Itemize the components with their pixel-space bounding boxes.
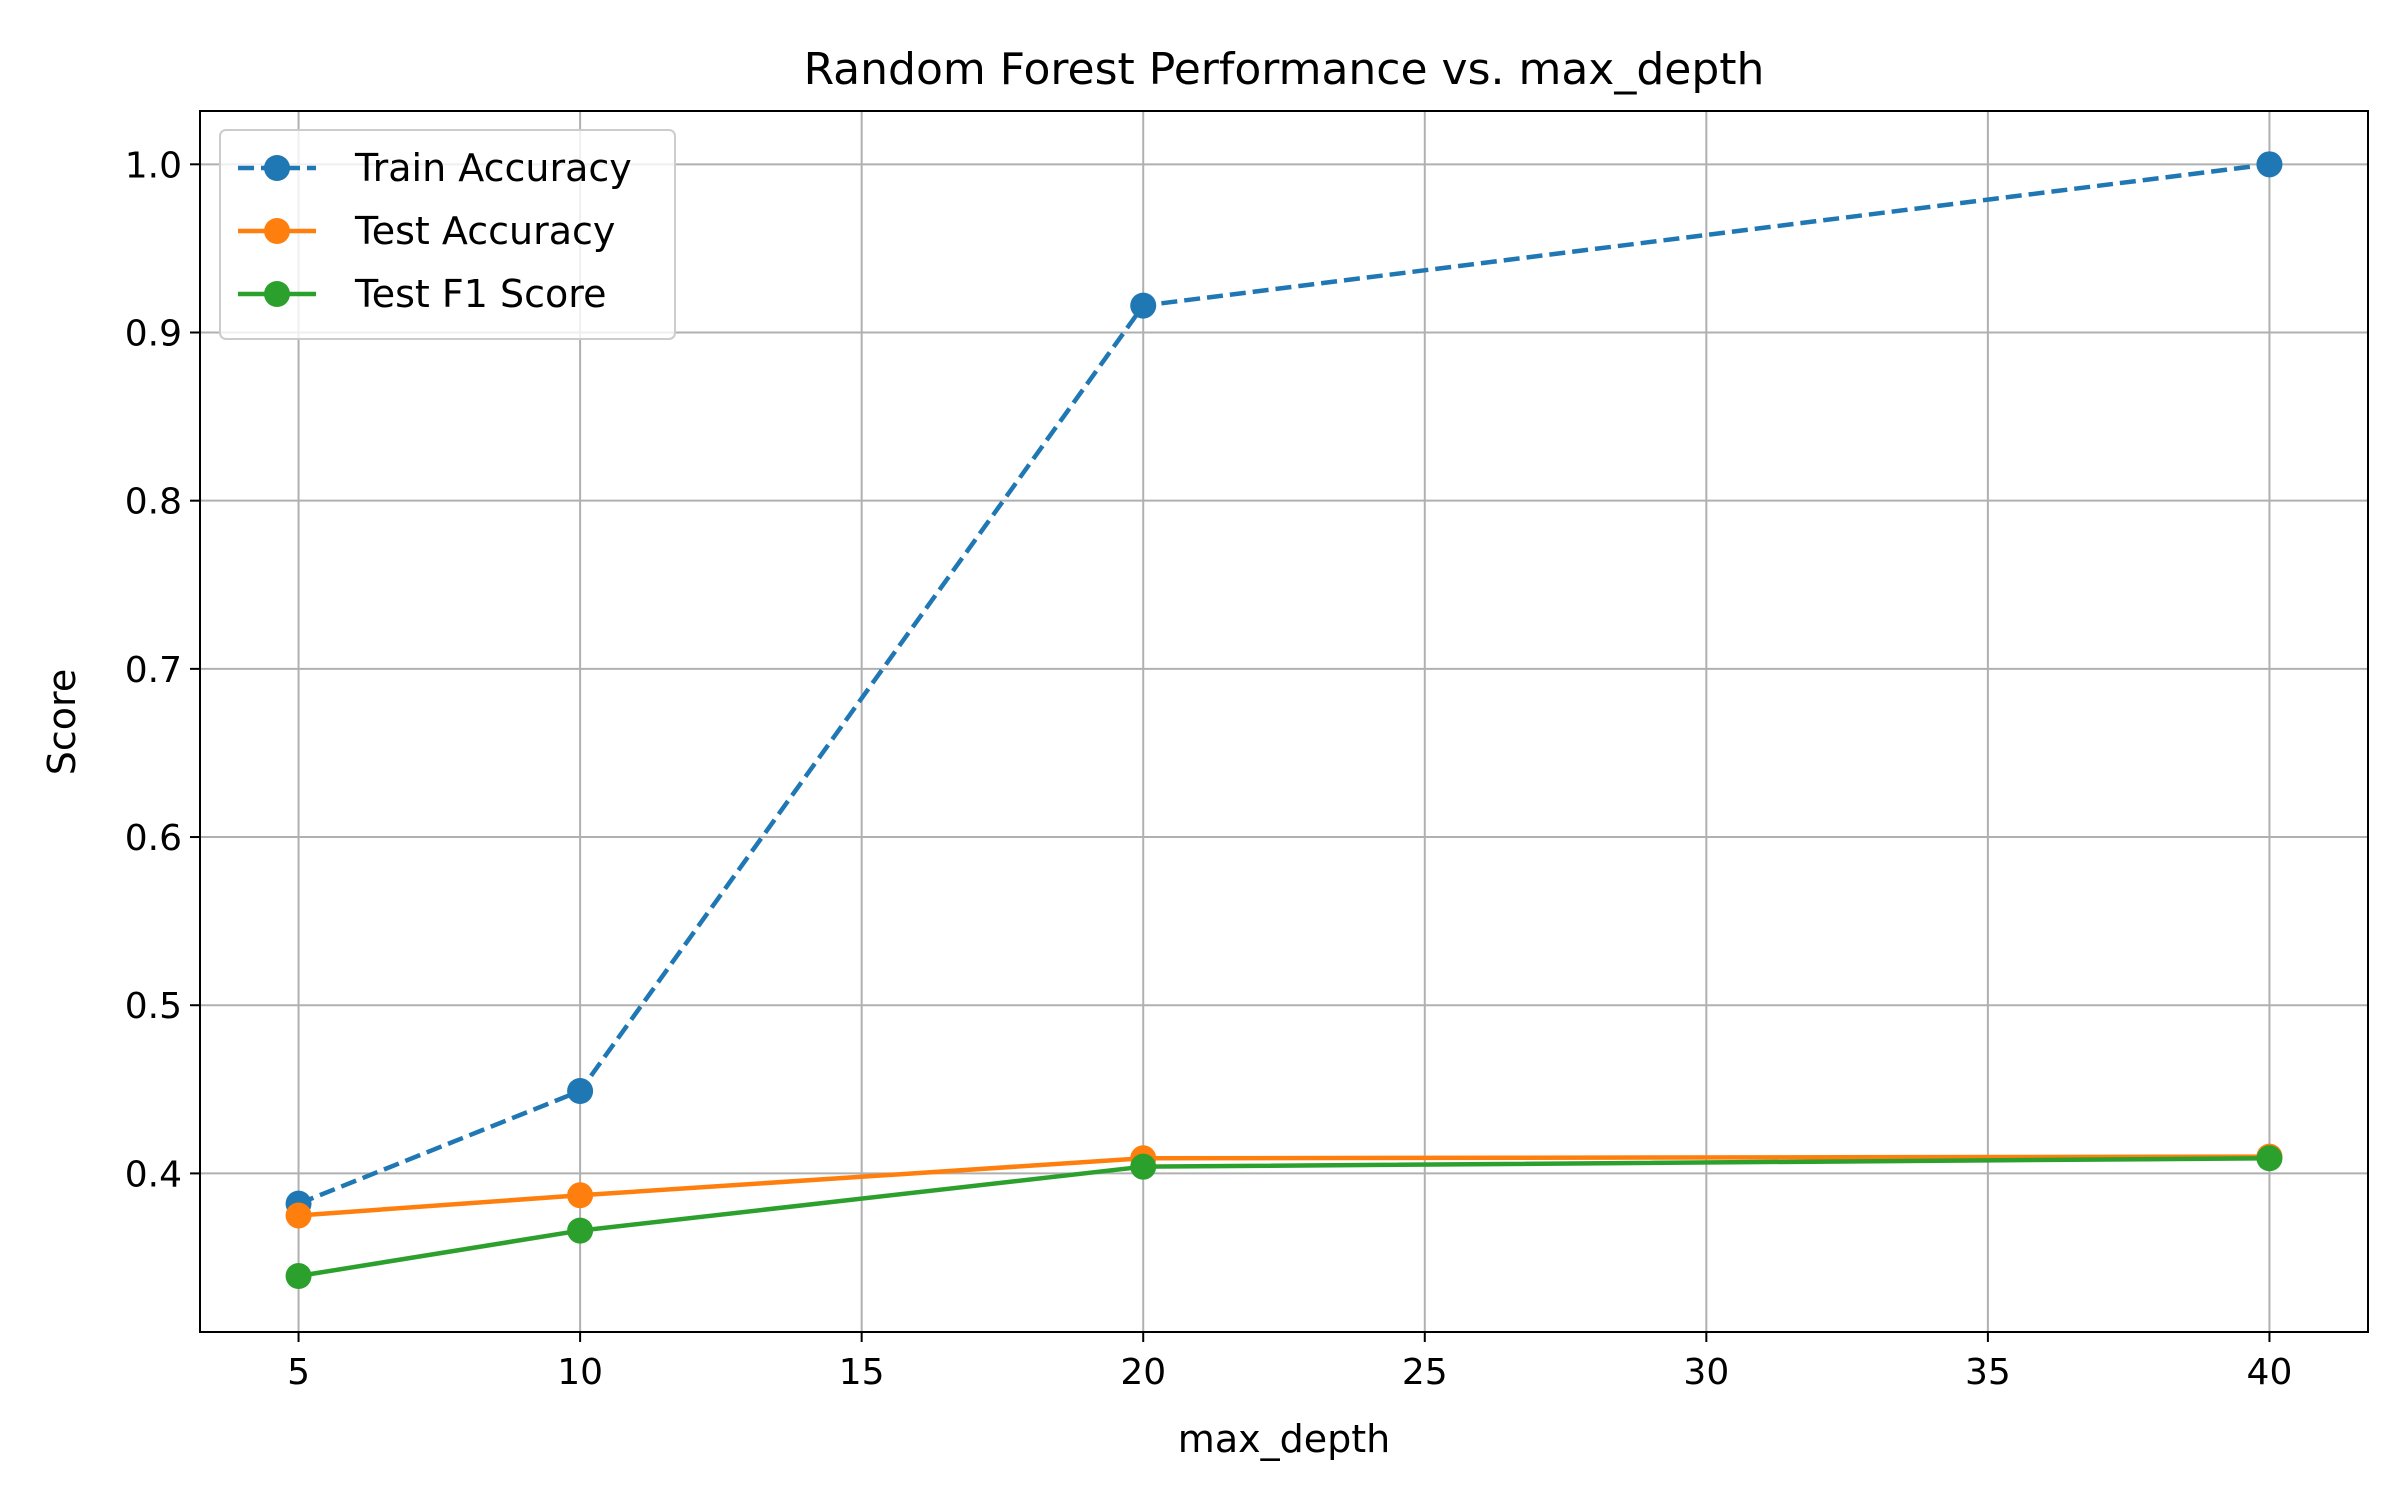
data-point-test-accuracy	[285, 1202, 312, 1229]
legend-label: Test Accuracy	[354, 209, 615, 253]
x-tick-label: 30	[1683, 1352, 1729, 1393]
x-tick-label: 40	[2247, 1352, 2293, 1393]
grid-lines	[200, 111, 2368, 1332]
series-line-train-accuracy	[297, 162, 2270, 1206]
legend-entry-test-accuracy: Test Accuracy	[238, 209, 615, 253]
x-tick-label: 35	[1965, 1352, 2011, 1393]
x-tick-label: 10	[557, 1352, 603, 1393]
plot-frame	[199, 110, 2369, 1333]
series-train-accuracy	[285, 151, 2283, 1217]
legend-label: Train Accuracy	[354, 146, 632, 190]
y-tick-label: 0.6	[125, 818, 182, 859]
axis-ticks: 5 10 15 20 25 30 35 40 0.4 0.5 0.6 0.7 0.8 0.9 1.0	[125, 145, 2293, 1393]
data-point-test-f1-score	[2256, 1145, 2283, 1172]
legend-entry-train-accuracy: Train Accuracy	[238, 146, 632, 190]
y-axis-label: Score	[40, 669, 84, 775]
series-test-f1-score	[285, 1145, 2283, 1289]
data-point-test-accuracy	[567, 1182, 594, 1209]
chart-title: Random Forest Performance vs. max_depth	[804, 44, 1765, 95]
legend: Train Accuracy Test Accuracy Test F1 Score	[219, 129, 676, 340]
data-point-test-f1-score	[567, 1217, 594, 1244]
data-point-test-f1-score	[1130, 1153, 1157, 1180]
legend-marker	[264, 218, 290, 244]
legend-marker	[264, 155, 290, 181]
data-point-train-accuracy	[567, 1077, 594, 1104]
x-axis-label: max_depth	[1178, 1417, 1390, 1461]
data-point-train-accuracy	[2256, 151, 2283, 178]
series-lines	[285, 151, 2283, 1289]
x-tick-label: 5	[287, 1352, 310, 1393]
legend-entry-test-f1-score: Test F1 Score	[238, 272, 606, 316]
legend-label: Test F1 Score	[354, 272, 606, 316]
legend-box	[219, 129, 676, 340]
y-tick-label: 0.8	[125, 482, 182, 523]
y-tick-label: 0.5	[125, 986, 182, 1027]
y-tick-label: 0.9	[125, 313, 182, 354]
series-line-test-f1-score	[298, 1156, 2270, 1279]
series-line-test-accuracy	[298, 1154, 2270, 1218]
y-tick-label: 0.7	[125, 650, 182, 691]
x-tick-label: 20	[1120, 1352, 1166, 1393]
y-tick-label: 0.4	[125, 1154, 182, 1195]
legend-marker	[264, 281, 290, 307]
x-tick-label: 25	[1402, 1352, 1448, 1393]
y-tick-label: 1.0	[125, 145, 182, 186]
data-point-train-accuracy	[1130, 292, 1157, 319]
x-tick-label: 15	[839, 1352, 885, 1393]
data-point-test-f1-score	[285, 1262, 312, 1289]
